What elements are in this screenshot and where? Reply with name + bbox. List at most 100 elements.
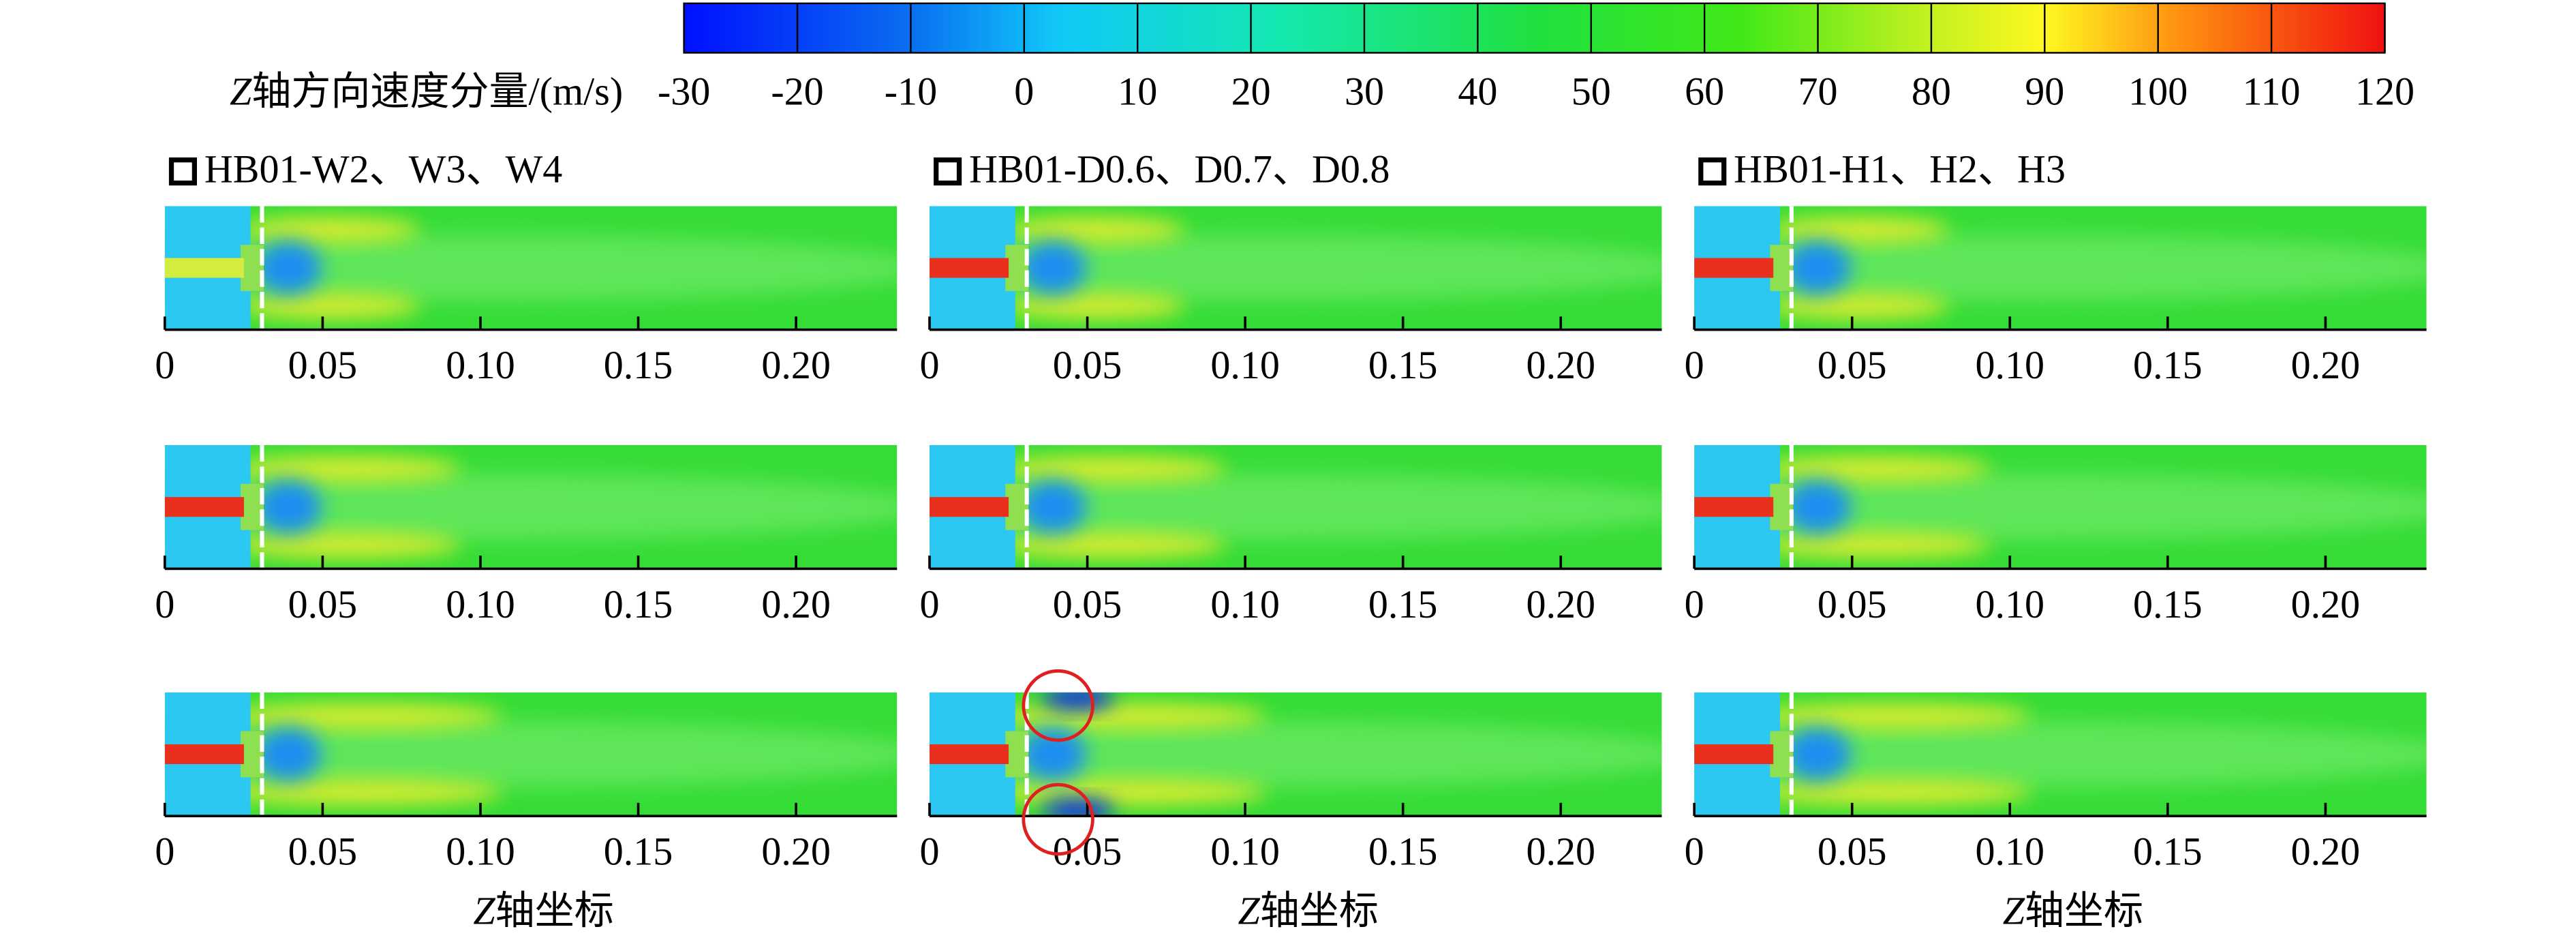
nozzle-tip — [1005, 245, 1029, 291]
x-tick-label: 0.20 — [2291, 582, 2361, 626]
x-tick-label: 0 — [919, 582, 939, 626]
legend-box — [934, 157, 962, 186]
x-tick-label: 0 — [155, 343, 174, 387]
contour — [1694, 445, 2427, 569]
jet — [929, 258, 1009, 278]
x-tick-label: 0.10 — [446, 343, 515, 387]
x-axis-var: Z — [473, 889, 495, 933]
colorbar-tick-label: -20 — [771, 70, 823, 114]
nozzle-tip — [1770, 483, 1794, 530]
x-tick-label: 0.15 — [604, 830, 673, 874]
colorbar-tick-label: 0 — [1014, 70, 1034, 114]
wall-vortex — [1041, 798, 1114, 817]
colorbar-tick-label: 40 — [1458, 70, 1497, 114]
core — [164, 721, 898, 787]
nozzle-tip — [241, 483, 264, 530]
streak — [1768, 292, 1950, 320]
colorbar-tick-label: -10 — [885, 70, 937, 114]
x-tick-label: 0.15 — [2133, 830, 2203, 874]
jet — [1694, 258, 1774, 278]
jet — [164, 497, 244, 517]
contour-panel — [1694, 445, 2427, 569]
core — [164, 234, 898, 301]
wall-vortex — [1041, 692, 1114, 710]
recirc — [255, 727, 322, 781]
nozzle-tip — [1770, 245, 1794, 291]
colorbar-tick-label: 50 — [1571, 70, 1611, 114]
x-axis-label: Z轴坐标 — [2003, 889, 2143, 933]
streak — [1760, 455, 1991, 483]
contour-panel — [929, 445, 1662, 569]
streak — [222, 703, 503, 730]
x-tick-label: 0.05 — [1818, 830, 1887, 874]
recirc — [1785, 727, 1851, 781]
jet — [929, 497, 1009, 517]
nozzle-tip — [1005, 731, 1029, 778]
contour-panel — [164, 445, 898, 569]
x-tick-label: 0.15 — [2133, 582, 2203, 626]
x-tick-label: 0.20 — [1526, 830, 1595, 874]
colorbar-tick-label: -30 — [658, 70, 710, 114]
x-tick-label: 0 — [919, 830, 939, 874]
recirc — [1020, 481, 1086, 534]
nozzle-tip — [1770, 731, 1794, 778]
legend-box — [1698, 157, 1727, 186]
column-label: HB01-W2、W3、W4 — [204, 147, 562, 191]
highlight-circle — [1022, 783, 1094, 856]
colorbar-tick-label: 60 — [1685, 70, 1724, 114]
x-tick-label: 0.10 — [446, 582, 515, 626]
x-tick-label: 0 — [1685, 582, 1704, 626]
streak — [1003, 217, 1185, 243]
x-tick-label: 0 — [155, 830, 174, 874]
recirc — [1020, 241, 1086, 294]
x-tick-label: 0.20 — [2291, 830, 2361, 874]
streak — [1003, 292, 1185, 320]
x-tick-label: 0.10 — [1210, 343, 1280, 387]
x-axis-label: Z轴坐标 — [473, 889, 613, 933]
x-tick-label: 0.05 — [1818, 582, 1887, 626]
x-tick-label: 0.20 — [1526, 343, 1595, 387]
x-tick-label: 0.15 — [2133, 343, 2203, 387]
contour-panel — [164, 692, 898, 817]
x-tick-label: 0.15 — [1368, 830, 1438, 874]
colorbar-label-text: 轴方向速度分量/(m/s) — [251, 70, 623, 114]
streak — [230, 455, 462, 483]
colorbar-tick-label: 10 — [1118, 70, 1157, 114]
contour — [929, 692, 1662, 817]
contour — [929, 445, 1662, 569]
contour — [164, 692, 898, 817]
x-tick-label: 0.15 — [1368, 582, 1438, 626]
x-tick-label: 0.10 — [1975, 830, 2044, 874]
x-tick-label: 0.10 — [1975, 582, 2044, 626]
x-axis-var: Z — [2003, 889, 2025, 933]
colorbar-tick-label: 100 — [2128, 70, 2188, 114]
streak — [239, 217, 420, 243]
nozzle-tip — [241, 731, 264, 778]
colorbar-tick-label: 110 — [2243, 70, 2301, 114]
x-tick-label: 0 — [155, 582, 174, 626]
x-tick-label: 0.05 — [288, 830, 358, 874]
streak — [222, 778, 503, 806]
contour — [164, 206, 898, 330]
streak — [995, 531, 1227, 558]
streak — [1751, 778, 2032, 806]
contour — [1694, 692, 2427, 817]
jet — [929, 744, 1009, 764]
core — [929, 234, 1662, 301]
highlight-circle — [1022, 669, 1094, 742]
contour — [164, 445, 898, 569]
x-tick-label: 0.15 — [604, 582, 673, 626]
contour-panel — [1694, 692, 2427, 817]
colorbar-tick-label: 120 — [2355, 70, 2414, 114]
colorbar-tick-label: 20 — [1231, 70, 1271, 114]
x-axis-text: 轴坐标 — [495, 889, 614, 933]
jet — [164, 744, 244, 764]
contour-panel — [1694, 206, 2427, 330]
streak — [230, 531, 462, 558]
column-label: HB01-D0.6、D0.7、D0.8 — [969, 147, 1390, 191]
contour-panel — [929, 692, 1662, 817]
core — [929, 474, 1662, 541]
core — [1694, 721, 2427, 787]
